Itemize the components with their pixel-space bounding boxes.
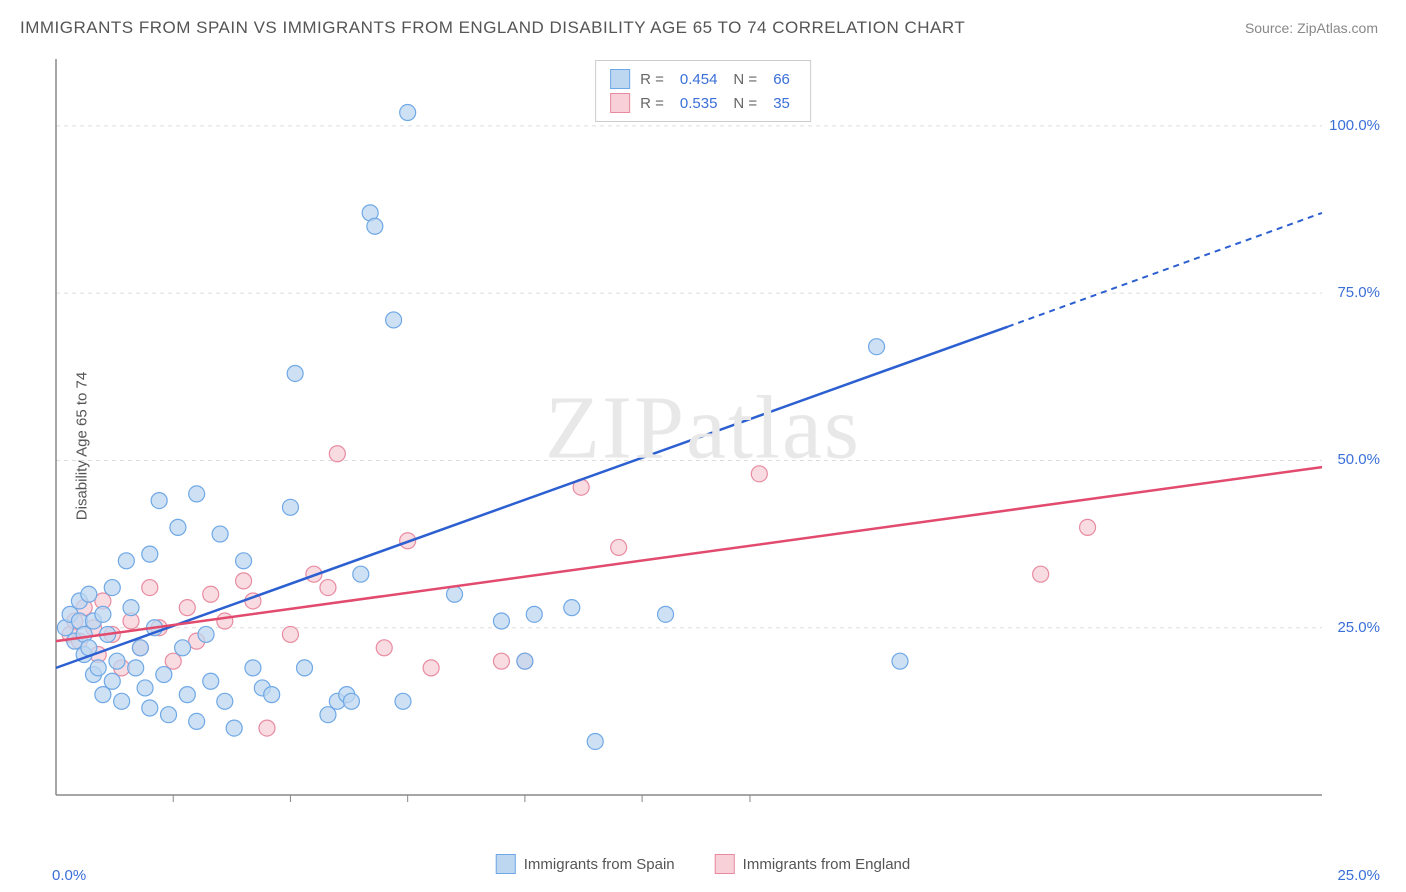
xtick-right: 25.0% xyxy=(1337,867,1380,884)
n-label-2: N = xyxy=(733,95,757,112)
r-value-2: 0.535 xyxy=(680,95,718,112)
legend-stats-row-2: R = 0.535 N = 35 xyxy=(610,91,796,115)
xtick-left: 0.0% xyxy=(52,867,86,884)
plot-area xyxy=(52,55,1382,825)
swatch-england-icon xyxy=(715,854,735,874)
r-label-1: R = xyxy=(640,71,664,88)
n-value-1: 66 xyxy=(773,71,790,88)
legend-series: Immigrants from Spain Immigrants from En… xyxy=(496,854,910,874)
swatch-england-icon xyxy=(610,93,630,113)
series-name-2: Immigrants from England xyxy=(743,856,911,873)
ytick-label: 25.0% xyxy=(1337,619,1380,636)
n-value-2: 35 xyxy=(773,95,790,112)
source-label: Source: ZipAtlas.com xyxy=(1245,20,1378,36)
r-label-2: R = xyxy=(640,95,664,112)
series-name-1: Immigrants from Spain xyxy=(524,856,675,873)
legend-stats: R = 0.454 N = 66 R = 0.535 N = 35 xyxy=(595,60,811,122)
r-value-1: 0.454 xyxy=(680,71,718,88)
ytick-label: 100.0% xyxy=(1329,117,1380,134)
swatch-spain-icon xyxy=(496,854,516,874)
legend-stats-row-1: R = 0.454 N = 66 xyxy=(610,67,796,91)
ytick-label: 50.0% xyxy=(1337,451,1380,468)
swatch-spain-icon xyxy=(610,69,630,89)
chart-svg xyxy=(52,55,1382,825)
ytick-label: 75.0% xyxy=(1337,284,1380,301)
chart-title: IMMIGRANTS FROM SPAIN VS IMMIGRANTS FROM… xyxy=(20,18,965,38)
n-label-1: N = xyxy=(733,71,757,88)
legend-item-spain: Immigrants from Spain xyxy=(496,854,675,874)
legend-item-england: Immigrants from England xyxy=(715,854,911,874)
